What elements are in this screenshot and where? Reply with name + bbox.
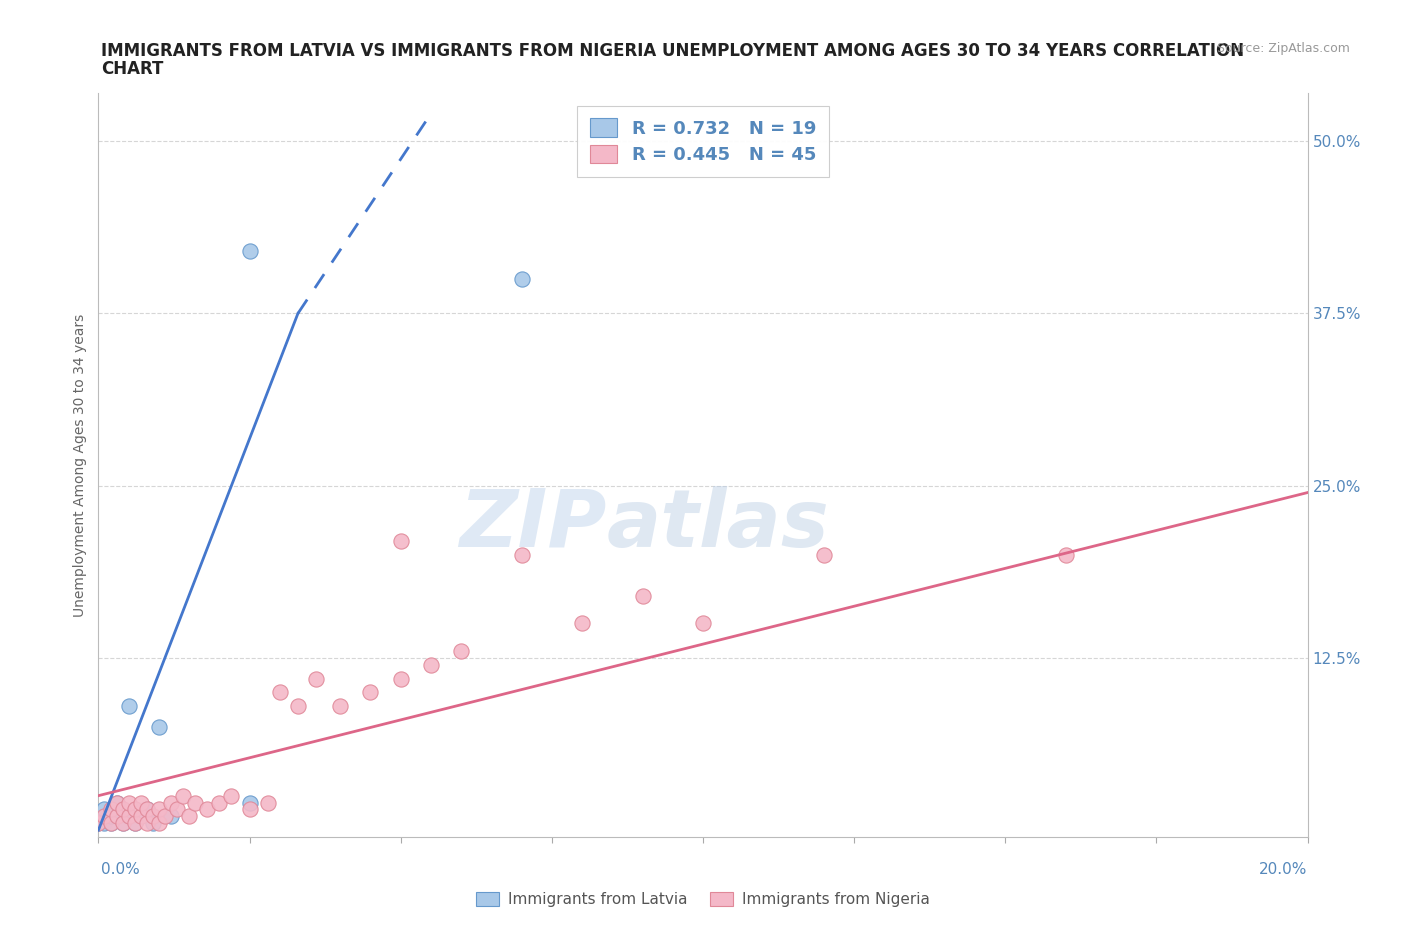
Point [329,698,352,713]
Point [148,802,170,817]
Point [287,698,309,713]
Point [571,616,593,631]
Point [105,795,128,810]
Point [100,802,122,817]
Point [166,802,188,817]
Point [420,658,443,672]
Point [87,816,110,830]
Point [111,816,134,830]
Point [239,802,262,817]
Point [118,698,141,713]
Text: atlas: atlas [606,485,830,564]
Point [87,816,110,830]
Point [124,816,146,830]
Point [129,795,152,810]
Point [135,816,157,830]
Point [93,809,115,824]
Point [142,816,165,830]
Y-axis label: Unemployment Among Ages 30 to 34 years: Unemployment Among Ages 30 to 34 years [73,313,87,617]
Point [148,816,170,830]
Text: ZIP: ZIP [458,485,606,564]
Point [269,684,291,699]
Point [111,802,134,817]
Point [692,616,714,631]
Point [124,816,146,830]
Point [124,802,146,817]
Text: Source: ZipAtlas.com: Source: ZipAtlas.com [1216,42,1350,55]
Point [510,272,533,286]
Point [135,802,157,817]
Point [172,789,194,804]
Point [118,795,141,810]
Point [160,795,183,810]
Point [100,816,122,830]
Point [153,809,176,824]
Point [389,671,412,686]
Point [100,809,122,824]
Point [93,802,115,817]
Point [1054,547,1077,562]
Point [111,816,134,830]
Point [208,795,231,810]
Point [118,809,141,824]
Point [105,809,128,824]
Point [93,816,115,830]
Point [305,671,328,686]
Point [105,809,128,824]
Point [631,589,654,604]
Text: IMMIGRANTS FROM LATVIA VS IMMIGRANTS FROM NIGERIA UNEMPLOYMENT AMONG AGES 30 TO : IMMIGRANTS FROM LATVIA VS IMMIGRANTS FRO… [101,42,1244,60]
Point [105,795,128,810]
Point [129,809,152,824]
Point [195,802,218,817]
Point [256,795,278,810]
Point [360,684,382,699]
Point [160,809,183,824]
Point [184,795,207,810]
Point [129,809,152,824]
Text: 20.0%: 20.0% [1260,862,1308,877]
Point [813,547,835,562]
Text: CHART: CHART [101,60,163,78]
Point [510,547,533,562]
Legend: R = 0.732   N = 19, R = 0.445   N = 45: R = 0.732 N = 19, R = 0.445 N = 45 [578,106,828,177]
Point [239,244,262,259]
Point [221,789,243,804]
Point [100,816,122,830]
Point [389,533,412,548]
Text: 0.0%: 0.0% [101,862,141,877]
Point [450,644,472,658]
Point [118,809,141,824]
Point [239,795,262,810]
Point [148,719,170,734]
Point [135,802,157,817]
Point [142,809,165,824]
Point [179,809,201,824]
Legend: Immigrants from Latvia, Immigrants from Nigeria: Immigrants from Latvia, Immigrants from … [470,885,936,913]
